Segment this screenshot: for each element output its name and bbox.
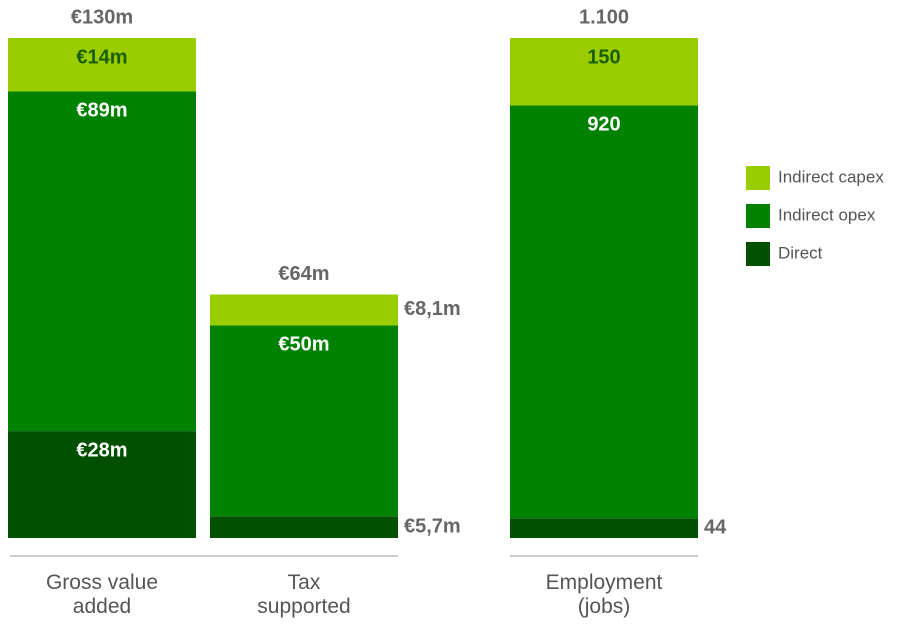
category-label: Gross value added xyxy=(45,571,159,618)
value-label: 920 xyxy=(587,114,620,136)
bar-segment xyxy=(510,518,698,538)
value-label: €89m xyxy=(76,100,127,122)
value-label: 44 xyxy=(704,516,727,538)
bar-segment xyxy=(8,38,196,92)
bar-segment xyxy=(210,325,398,517)
bar-segment xyxy=(8,91,196,432)
legend-label: Direct xyxy=(778,243,823,262)
bar-segment xyxy=(510,105,698,519)
value-label: 150 xyxy=(587,46,620,68)
category-label: Employment (jobs) xyxy=(545,571,663,618)
value-label: €28m xyxy=(76,439,127,461)
category-label: Tax supported xyxy=(257,571,351,618)
legend-swatch xyxy=(746,204,770,228)
value-label: €8,1m xyxy=(404,298,461,320)
total-label: €130m xyxy=(71,6,133,28)
total-label: 1.100 xyxy=(579,6,629,28)
bar-segment xyxy=(210,294,398,326)
value-label: €50m xyxy=(278,334,329,356)
bar-segment xyxy=(8,431,196,538)
bar-segment xyxy=(210,516,398,538)
value-label: €14m xyxy=(76,46,127,68)
legend-label: Indirect capex xyxy=(778,167,884,186)
legend-label: Indirect opex xyxy=(778,205,876,224)
bar-segment xyxy=(510,38,698,106)
legend-swatch xyxy=(746,242,770,266)
total-label: €64m xyxy=(278,263,329,285)
value-label: €5,7m xyxy=(404,515,461,537)
legend-swatch xyxy=(746,166,770,190)
